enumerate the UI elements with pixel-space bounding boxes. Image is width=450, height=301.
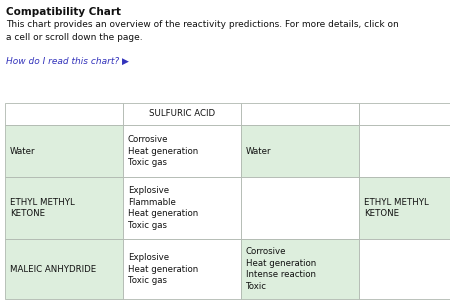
Bar (5, 125, 123, 177)
Text: MALEIC ANHYDRIDE: MALEIC ANHYDRIDE (10, 265, 96, 274)
Text: Corrosive
Heat generation
Intense reaction
Toxic: Corrosive Heat generation Intense reacti… (246, 247, 316, 291)
Text: How do I read this chart? ▶: How do I read this chart? ▶ (6, 57, 129, 66)
Text: ETHYL METHYL
KETONE: ETHYL METHYL KETONE (10, 197, 75, 219)
Bar (359, 177, 450, 239)
Bar (359, 239, 450, 299)
Bar (241, 125, 359, 177)
Text: Water: Water (246, 147, 271, 156)
Text: This chart provides an overview of the reactivity predictions. For more details,: This chart provides an overview of the r… (6, 20, 399, 42)
Bar (5, 177, 123, 239)
Text: ETHYL METHYL
KETONE: ETHYL METHYL KETONE (364, 197, 429, 219)
Text: Explosive
Heat generation
Toxic gas: Explosive Heat generation Toxic gas (128, 253, 198, 285)
Bar (5, 103, 123, 125)
Text: Explosive
Flammable
Heat generation
Toxic gas: Explosive Flammable Heat generation Toxi… (128, 186, 198, 230)
Bar (123, 103, 241, 125)
Bar (241, 103, 359, 125)
Text: Compatibility Chart: Compatibility Chart (6, 7, 121, 17)
Bar (123, 177, 241, 239)
Bar (359, 103, 450, 125)
Text: Water: Water (10, 147, 36, 156)
Bar (241, 177, 359, 239)
Bar (123, 125, 241, 177)
Bar (241, 239, 359, 299)
Bar (359, 125, 450, 177)
Bar (123, 239, 241, 299)
Text: SULFURIC ACID: SULFURIC ACID (149, 110, 215, 119)
Text: Corrosive
Heat generation
Toxic gas: Corrosive Heat generation Toxic gas (128, 135, 198, 167)
Bar (5, 239, 123, 299)
